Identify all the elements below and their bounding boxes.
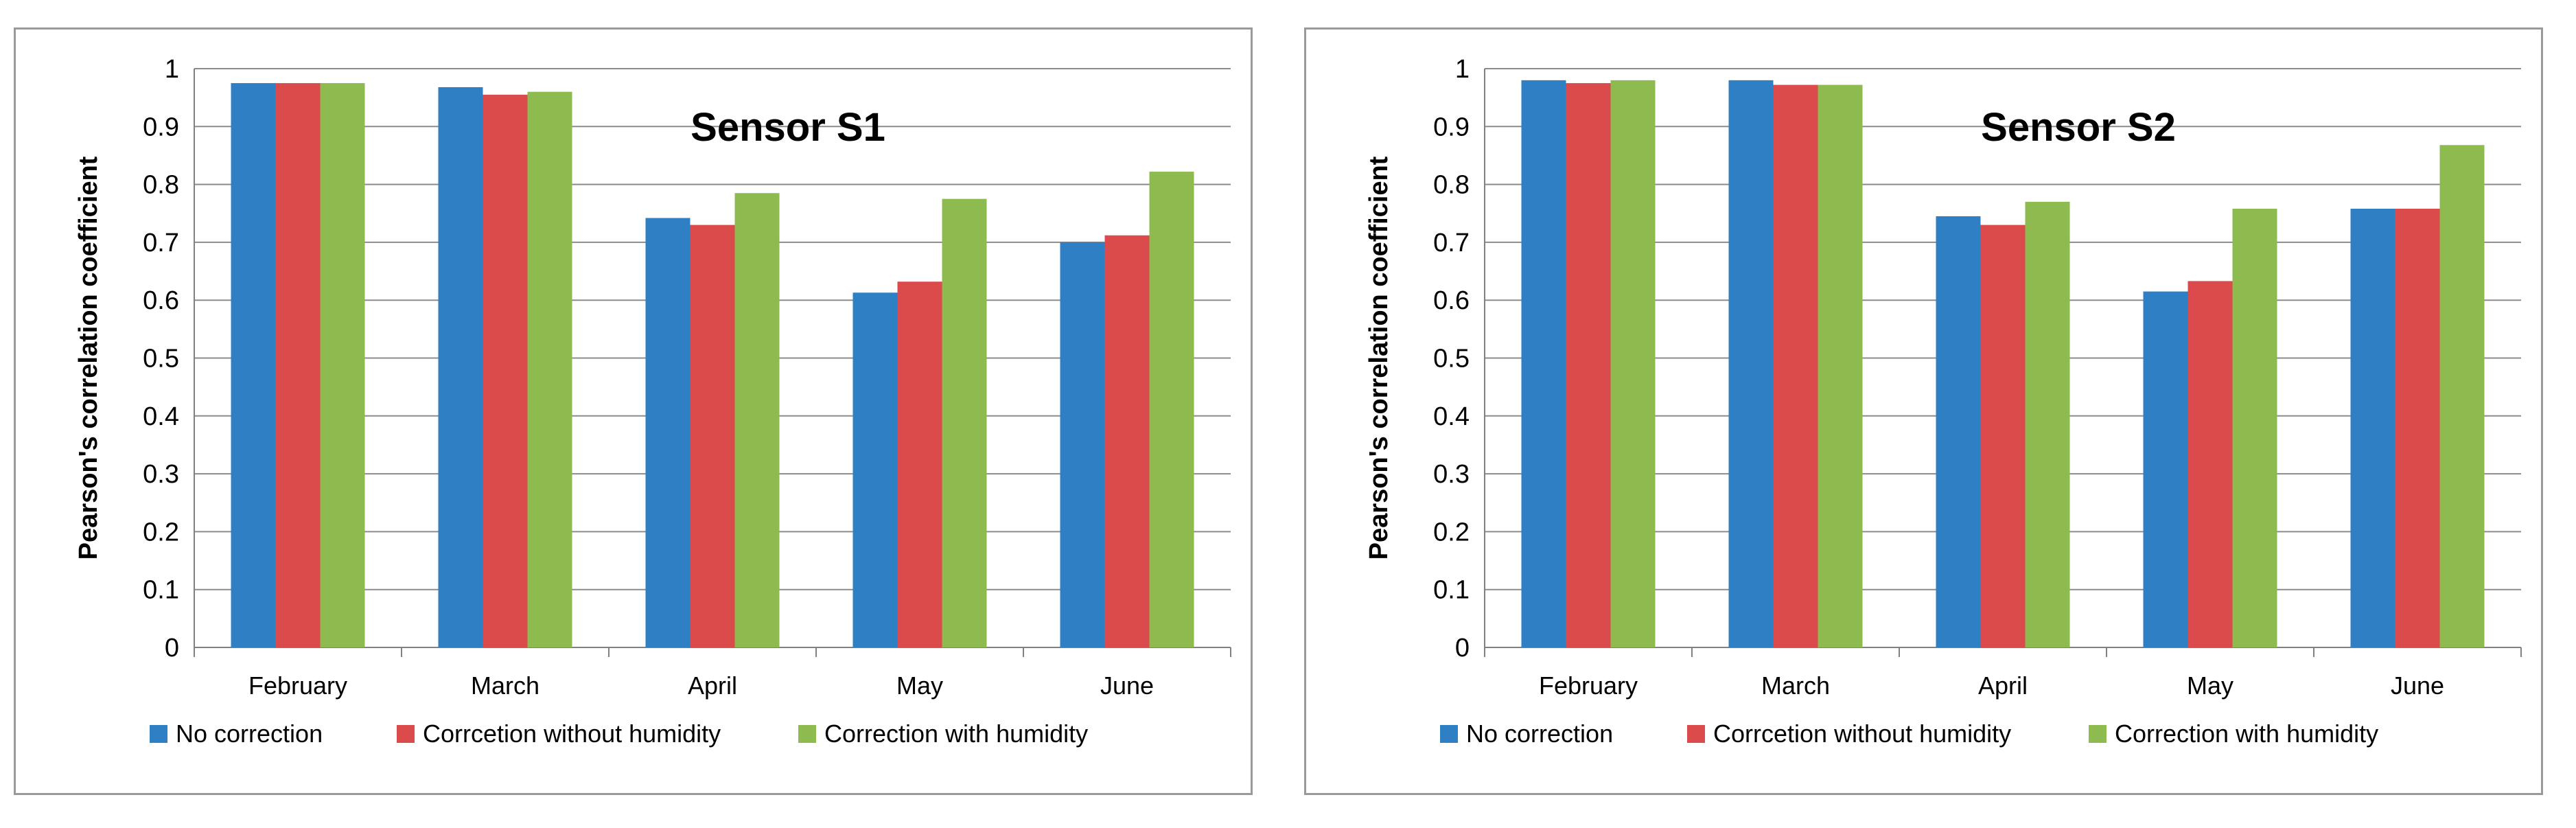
bar-s2-june-series-1 <box>2350 209 2395 648</box>
legend-label-s2-without-humidity: Corrcetion without humidity <box>1713 720 2011 748</box>
y-tick-label-s2-5: 0.5 <box>1433 345 1470 373</box>
legend-swatch-s2-no-correction <box>1440 725 1458 743</box>
bar-s2-february-series-1 <box>1521 80 1566 648</box>
x-category-label-s1-april: April <box>688 671 737 700</box>
bar-s2-may-series-2 <box>2188 281 2233 648</box>
chart-panel-sensor-s2: 0 0.1 0.2 0.3 0.4 0.5 0.6 0.7 0.8 0.9 1 February Mar… <box>1304 27 2543 795</box>
y-tick-label-s2-9: 0.9 <box>1433 113 1470 141</box>
bar-s1-february-series-2 <box>275 83 321 647</box>
y-tick-label-s2-3: 0.3 <box>1433 460 1470 489</box>
y-axis-label-s1: Pearson's correlation coefficient <box>74 156 103 560</box>
legend-swatch-s1-without-humidity <box>397 725 415 743</box>
y-tick-label-s1-5: 0.5 <box>143 345 179 373</box>
bar-s2-february-series-2 <box>1566 83 1611 647</box>
bar-s1-april-series-1 <box>645 218 691 647</box>
bar-s2-march-series-2 <box>1773 84 1818 647</box>
y-tick-label-s1-6: 0.6 <box>143 286 179 315</box>
legend-label-s2-with-humidity: Correction with humidity <box>2115 720 2378 748</box>
bar-s2-april-series-3 <box>2025 201 2070 647</box>
legend-swatch-s1-no-correction <box>150 725 167 743</box>
y-tick-label-s2-2: 0.2 <box>1433 518 1470 547</box>
legend-swatch-s2-with-humidity <box>2089 725 2107 743</box>
bar-s1-may-series-2 <box>897 281 942 647</box>
chart-title-s2: Sensor S2 <box>1981 105 2176 150</box>
x-category-label-s2-june: June <box>2391 671 2444 700</box>
y-axis-label-s2: Pearson's correlation coefficient <box>1365 156 1393 560</box>
y-tick-label-s1-7: 0.7 <box>143 229 179 257</box>
bar-s1-march-series-1 <box>438 87 483 647</box>
y-tick-label-s2-10: 1 <box>1455 55 1470 84</box>
chart-svg-s1: 0 0.1 0.2 0.3 0.4 0.5 0.6 0.7 0.8 0.9 1 February Mar… <box>74 55 1231 748</box>
bar-s2-june-series-2 <box>2395 209 2440 648</box>
y-tick-label-s1-1: 0.1 <box>143 576 179 605</box>
bar-s2-february-series-3 <box>1610 80 1656 648</box>
legend-label-s1-with-humidity: Correction with humidity <box>824 720 1088 748</box>
y-tick-label-s2-1: 0.1 <box>1433 576 1470 605</box>
x-category-label-s2-march: March <box>1761 671 1830 700</box>
legend-label-s2-no-correction: No correction <box>1466 720 1613 748</box>
chart-svg-s2: 0 0.1 0.2 0.3 0.4 0.5 0.6 0.7 0.8 0.9 1 February Mar… <box>1365 55 2522 748</box>
x-category-label-s1-february: February <box>248 671 347 700</box>
bar-s2-may-series-3 <box>2232 209 2277 648</box>
bar-s1-june-series-3 <box>1149 172 1194 647</box>
y-tick-label-s1-8: 0.8 <box>143 171 179 200</box>
bar-s1-may-series-3 <box>942 198 987 647</box>
bar-s1-march-series-3 <box>527 91 572 648</box>
bar-s2-june-series-3 <box>2439 145 2485 647</box>
bar-s1-march-series-2 <box>483 94 528 647</box>
y-tick-label-s1-3: 0.3 <box>143 460 179 489</box>
bar-s1-february-series-3 <box>320 83 365 647</box>
y-tick-label-s2-6: 0.6 <box>1433 286 1470 315</box>
y-tick-label-s1-10: 1 <box>165 55 179 84</box>
y-tick-label-s2-0: 0 <box>1455 634 1470 663</box>
x-category-label-s1-may: May <box>896 671 943 700</box>
y-tick-label-s2-7: 0.7 <box>1433 229 1470 257</box>
y-tick-label-s1-9: 0.9 <box>143 113 179 141</box>
chart-title-s1: Sensor S1 <box>691 105 885 150</box>
x-category-label-s2-april: April <box>1978 671 2028 700</box>
bar-s1-may-series-1 <box>852 292 898 648</box>
bar-s1-june-series-1 <box>1060 242 1105 647</box>
bar-s2-april-series-1 <box>1936 216 1981 648</box>
legend-swatch-s1-with-humidity <box>798 725 816 743</box>
y-tick-label-s1-0: 0 <box>165 634 179 663</box>
bar-s2-march-series-3 <box>1818 84 1863 647</box>
bar-s1-february-series-1 <box>231 83 276 647</box>
bar-s2-may-series-1 <box>2143 291 2188 647</box>
bar-s2-april-series-2 <box>1980 225 2026 647</box>
y-tick-label-s2-4: 0.4 <box>1433 402 1470 431</box>
bar-s2-march-series-1 <box>1728 80 1774 648</box>
legend-swatch-s2-without-humidity <box>1687 725 1705 743</box>
bar-s1-april-series-2 <box>690 225 735 647</box>
y-tick-label-s1-4: 0.4 <box>143 402 179 431</box>
x-category-label-s2-february: February <box>1539 671 1638 700</box>
bar-s1-april-series-3 <box>734 193 780 647</box>
chart-panel-sensor-s1: 0 0.1 0.2 0.3 0.4 0.5 0.6 0.7 0.8 0.9 1 February Mar… <box>14 27 1253 795</box>
y-tick-label-s1-2: 0.2 <box>143 518 179 547</box>
y-tick-label-s2-8: 0.8 <box>1433 171 1470 200</box>
x-category-label-s1-june: June <box>1100 671 1154 700</box>
x-category-label-s1-march: March <box>471 671 539 700</box>
legend-label-s1-without-humidity: Corrcetion without humidity <box>423 720 721 748</box>
bar-s1-june-series-2 <box>1104 235 1150 647</box>
x-category-label-s2-may: May <box>2187 671 2233 700</box>
legend-label-s1-no-correction: No correction <box>176 720 323 748</box>
